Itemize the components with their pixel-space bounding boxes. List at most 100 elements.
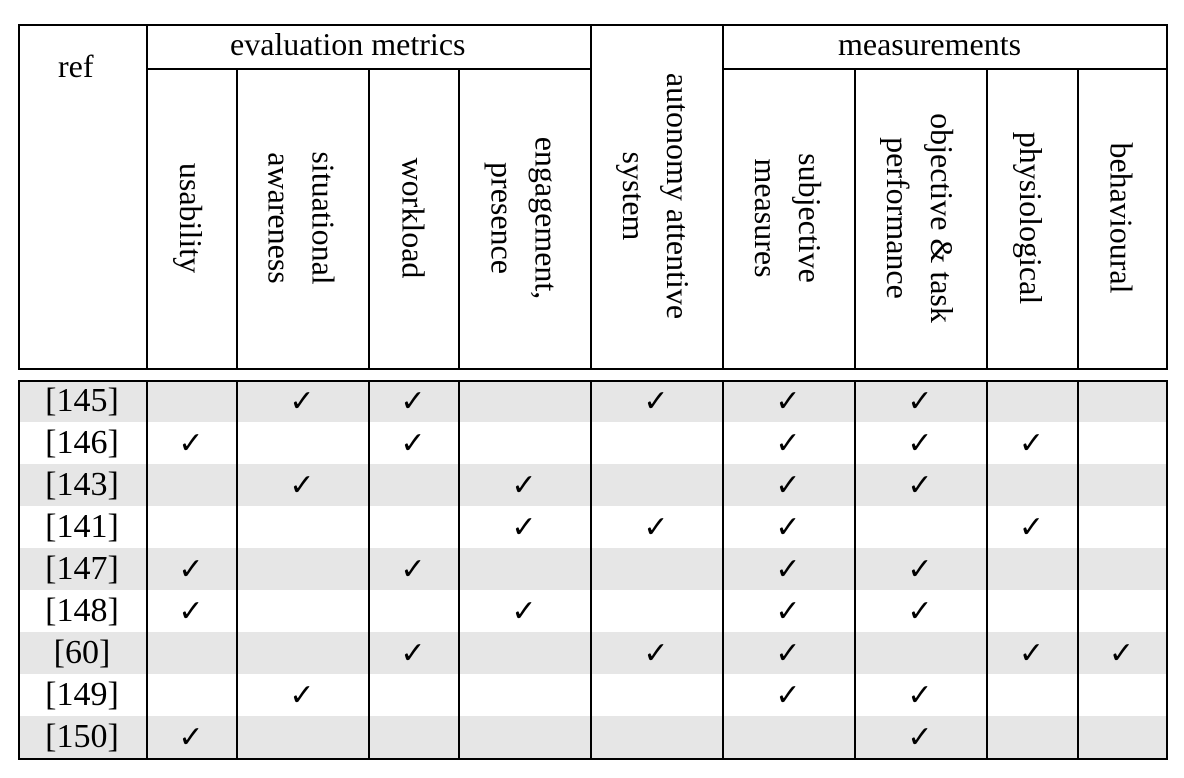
- checkmark-icon: ✓: [400, 636, 426, 671]
- row-background: [18, 716, 1166, 758]
- checkmark-icon: ✓: [775, 552, 801, 587]
- checkmark-icon: ✓: [289, 468, 315, 503]
- checkmark-icon: ✓: [511, 468, 537, 503]
- checkmark-icon: ✓: [907, 594, 933, 629]
- rule-col-body: [1077, 380, 1079, 760]
- checkmark-icon: ✓: [400, 384, 426, 419]
- row-background: [18, 506, 1166, 548]
- column-header-objective-task-performance: objective & task performance: [854, 68, 986, 368]
- column-header-line: engagement,: [528, 136, 564, 300]
- rule-col-header: [722, 24, 724, 370]
- rule-col-body: [146, 380, 148, 760]
- rule-col-header: [146, 24, 148, 370]
- column-header-text: physiological: [1010, 132, 1054, 304]
- rule-col-body: [1166, 380, 1168, 760]
- checkmark-icon: ✓: [643, 510, 669, 545]
- column-header-line: performance: [880, 137, 916, 299]
- rule-body-top: [18, 380, 1168, 382]
- column-header-line: autonomy attentive: [660, 72, 696, 320]
- rule-col-body: [18, 380, 20, 760]
- checkmark-icon: ✓: [907, 552, 933, 587]
- rule-col-header: [1077, 68, 1079, 370]
- table-row-ref: [148]: [45, 592, 119, 629]
- column-header-text: usability: [169, 163, 213, 273]
- rule-col-body: [854, 380, 856, 760]
- row-background: [18, 548, 1166, 590]
- column-header-text: engagement, presence: [480, 137, 568, 300]
- column-header-line: presence: [484, 162, 520, 274]
- column-header-line: awareness: [262, 152, 298, 284]
- rule-col-body: [590, 380, 592, 760]
- rule-header-bottom: [18, 368, 1168, 370]
- rule-col-header: [854, 68, 856, 370]
- checkmark-icon: ✓: [289, 678, 315, 713]
- column-header-line: situational: [306, 151, 342, 285]
- rule-col-header: [986, 68, 988, 370]
- checkmark-icon: ✓: [1018, 510, 1045, 545]
- row-background: [18, 590, 1166, 632]
- column-header-subjective-measures: subjective measures: [722, 68, 854, 368]
- rule-col-body: [722, 380, 724, 760]
- row-background: [18, 380, 1166, 422]
- table-row-ref: [143]: [45, 466, 119, 503]
- rule-col-header: [590, 24, 592, 370]
- ref-header: ref: [58, 48, 94, 84]
- row-background: [18, 464, 1166, 506]
- table-row-ref: [150]: [45, 718, 119, 755]
- column-header-physiological: physiological: [986, 68, 1077, 368]
- row-background: [18, 674, 1166, 716]
- column-header-line: measures: [747, 158, 784, 278]
- checkmark-icon: ✓: [643, 636, 669, 671]
- rule-col-body: [236, 380, 238, 760]
- rule-col-header: [236, 68, 238, 370]
- checkmark-icon: ✓: [907, 720, 933, 755]
- checkmark-icon: ✓: [400, 552, 426, 587]
- column-header-line: objective & task: [924, 113, 960, 323]
- checkmark-icon: ✓: [511, 594, 537, 629]
- table-row-ref: [145]: [45, 382, 119, 419]
- checkmark-icon: ✓: [1108, 636, 1135, 671]
- rule-col-header: [368, 68, 370, 370]
- checkmark-icon: ✓: [178, 552, 204, 587]
- column-header-line: system: [616, 151, 652, 241]
- table-row-ref: [149]: [45, 676, 119, 713]
- column-header-workload: workload: [368, 68, 458, 368]
- checkmark-icon: ✓: [775, 510, 801, 545]
- column-header-usability: usability: [146, 68, 236, 368]
- column-header-situational-awareness: situational awareness: [236, 68, 368, 368]
- checkmark-icon: ✓: [511, 510, 537, 545]
- rule-bottom: [18, 758, 1168, 760]
- table-row-ref: [141]: [45, 508, 119, 545]
- table-row-ref: [147]: [45, 550, 119, 587]
- column-header-line: behavioural: [1103, 142, 1140, 294]
- table-row-ref: [146]: [45, 424, 119, 461]
- checkmark-icon: ✓: [775, 384, 801, 419]
- checkmark-icon: ✓: [178, 720, 204, 755]
- table-row-ref: [60]: [53, 634, 111, 671]
- row-background: [18, 632, 1166, 674]
- checkmark-icon: ✓: [178, 594, 204, 629]
- column-header-autonomy-attentive-system: autonomy attentive system: [590, 24, 722, 368]
- column-header-text: behavioural: [1100, 142, 1144, 293]
- column-header-text: objective & task performance: [876, 113, 964, 323]
- column-header-line: usability: [173, 162, 209, 274]
- column-header-line: physiological: [1013, 131, 1050, 305]
- rule-col-header: [458, 68, 460, 370]
- rule-group-meas: [722, 68, 1168, 70]
- checkmark-icon: ✓: [775, 426, 801, 461]
- measurements-header: measurements: [838, 26, 1022, 62]
- checkmark-icon: ✓: [907, 468, 933, 503]
- checkmark-icon: ✓: [775, 468, 801, 503]
- row-background: [18, 422, 1166, 464]
- rule-top: [18, 24, 1168, 26]
- column-header-line: workload: [395, 157, 432, 279]
- rule-col-body: [368, 380, 370, 760]
- checkmark-icon: ✓: [643, 384, 669, 419]
- evaluation-metrics-header: evaluation metrics: [230, 26, 466, 62]
- checkmark-icon: ✓: [775, 636, 801, 671]
- checkmark-icon: ✓: [1018, 426, 1045, 461]
- checkmark-icon: ✓: [775, 678, 801, 713]
- column-header-text: workload: [391, 158, 435, 279]
- column-header-line: subjective: [791, 153, 828, 283]
